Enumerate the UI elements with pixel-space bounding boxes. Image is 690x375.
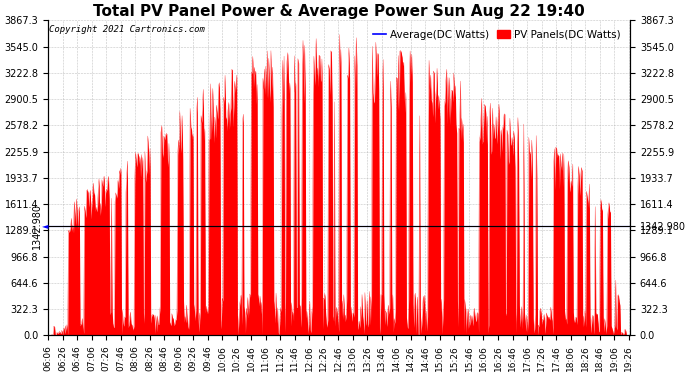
Text: 1342.980: 1342.980 [32, 203, 42, 249]
Legend: Average(DC Watts), PV Panels(DC Watts): Average(DC Watts), PV Panels(DC Watts) [369, 26, 625, 44]
Title: Total PV Panel Power & Average Power Sun Aug 22 19:40: Total PV Panel Power & Average Power Sun… [93, 4, 585, 19]
Text: ◄: ◄ [41, 221, 48, 230]
Text: Copyright 2021 Cartronics.com: Copyright 2021 Cartronics.com [48, 25, 204, 34]
